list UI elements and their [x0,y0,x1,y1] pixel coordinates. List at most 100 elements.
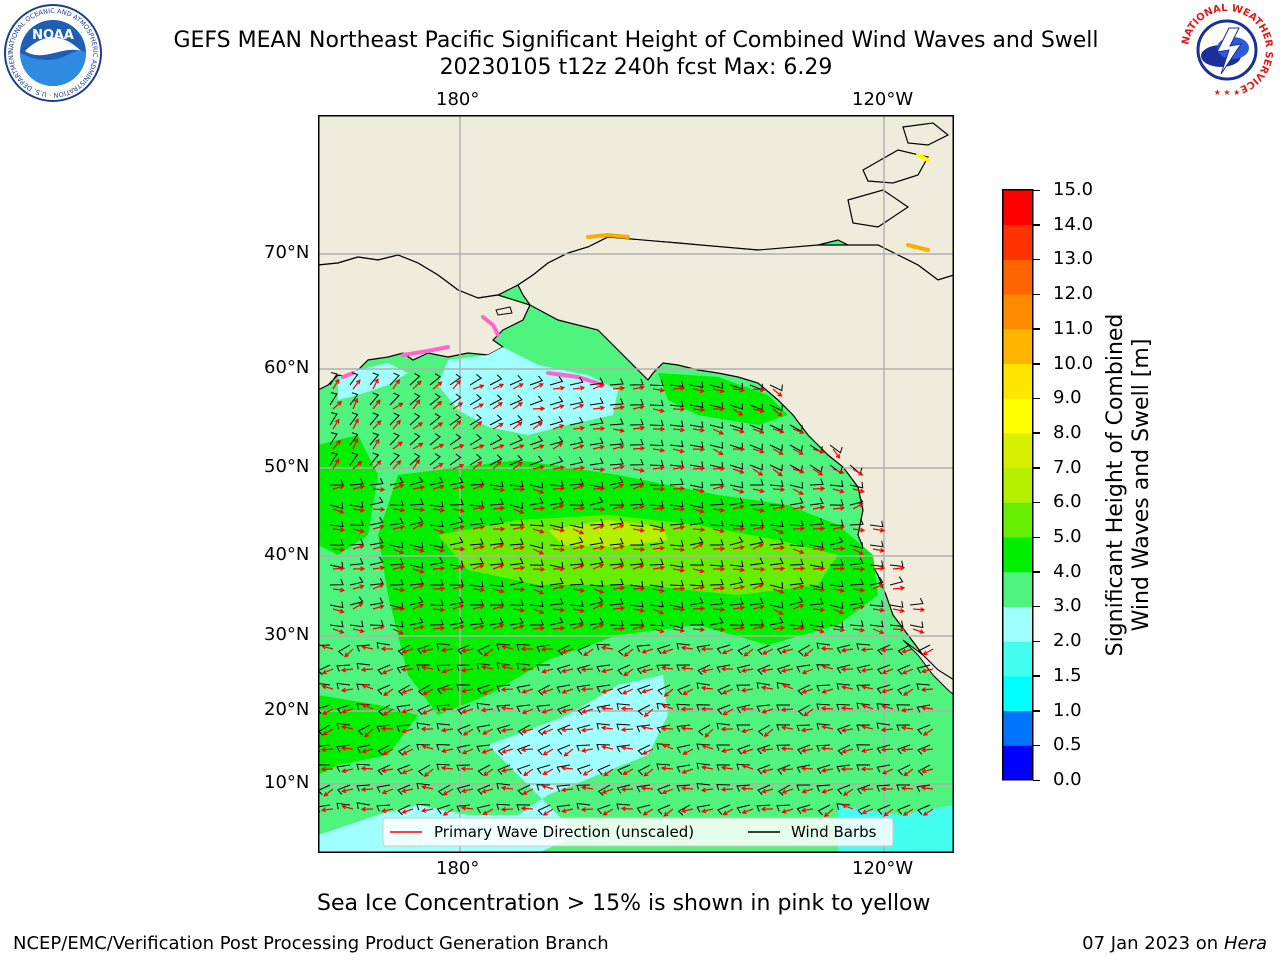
wave-direction-arrow [541,708,554,714]
wave-direction-arrow [572,608,586,613]
wave-direction-arrow [880,727,894,733]
wave-direction-arrow [642,808,654,816]
wave-direction-arrow [452,604,465,610]
wave-direction-arrow [722,708,734,716]
colorbar-tick-label: 8.0 [1053,421,1082,443]
wind-barb [377,704,391,716]
wind-barb [689,501,704,509]
wave-direction-arrow [752,525,766,531]
wave-direction-arrow [752,583,765,590]
wave-direction-arrow [332,508,345,514]
wind-barb [416,722,431,730]
wind-barb [809,497,824,506]
wind-barb [769,601,784,609]
wave-direction-arrow [561,648,574,654]
wave-direction-arrow [672,586,686,592]
wind-barb [749,498,764,506]
wave-direction-arrow [692,465,706,471]
wind-barb [589,617,604,626]
wind-barb [457,704,471,715]
wave-direction-arrow [452,463,465,470]
wave-direction-arrow [341,708,354,714]
colorbar-tick-label: 3.0 [1053,595,1082,617]
wave-direction-arrow [460,648,474,653]
wave-direction-arrow [500,687,514,692]
wave-direction-arrow [572,403,585,410]
wave-direction-arrow [360,667,374,673]
wind-barb [369,496,384,506]
wind-barb [769,480,784,487]
wind-barb [749,557,764,566]
wind-barb [649,379,664,387]
wave-direction-arrow [332,628,345,634]
lat-label-20n: 20°N [264,699,310,720]
wave-direction-arrow [700,706,713,712]
wind-barb [377,744,391,756]
colorbar-tick-mark [1033,640,1040,643]
wind-barb [917,764,931,776]
wave-direction-arrow [512,586,526,592]
wave-direction-arrow [580,727,594,733]
wind-barb [869,600,884,607]
wave-direction-arrow [672,547,686,553]
wave-direction-arrow [672,427,686,433]
wind-barb [849,542,864,549]
wave-direction-arrow [640,725,654,730]
wave-direction-arrow [712,507,726,513]
wind-barb [669,561,684,568]
wave-direction-arrow [552,385,566,391]
wave-direction-arrow [492,564,505,570]
wave-direction-arrow [592,426,606,431]
wave-direction-arrow [852,587,866,593]
wind-barb [529,559,544,566]
wind-barb [409,372,421,386]
wave-direction-arrow [672,486,686,492]
wave-direction-arrow [520,667,534,672]
wave-direction-arrow [660,765,674,771]
wave-direction-arrow [780,767,794,773]
wind-barb [469,580,484,588]
wave-direction-arrow [552,607,566,613]
wave-direction-arrow [401,728,414,734]
wind-barb [536,664,550,671]
wave-direction-arrow [592,506,606,512]
wave-direction-arrow [752,488,765,494]
wave-direction-arrow [732,504,745,510]
wind-barb [409,452,421,466]
wave-direction-arrow [880,747,894,753]
wind-barb [509,538,524,546]
wind-barb [836,764,851,773]
wind-barb [749,463,763,471]
wind-barb [349,620,364,628]
wave-direction-arrow [392,483,405,490]
wave-direction-arrow [560,787,574,793]
wave-direction-arrow [823,808,834,818]
wave-direction-arrow [692,508,705,514]
wave-direction-arrow [652,565,666,571]
wind-barb [769,617,784,626]
wave-direction-arrow [392,587,406,593]
wind-barb [429,599,444,606]
wave-direction-arrow [432,565,446,571]
wave-direction-arrow [472,444,485,450]
wave-direction-arrow [752,566,766,572]
wave-direction-arrow [452,546,466,552]
wind-barb [517,724,531,736]
wave-direction-arrow [632,504,645,510]
wind-barb [389,558,404,566]
wave-direction-arrow [780,725,794,731]
wave-direction-arrow [652,486,666,492]
wave-direction-arrow [632,586,646,592]
wind-barb [829,480,844,487]
wind-barb [849,496,864,506]
wind-barb [556,664,571,674]
wave-direction-arrow [352,544,365,550]
wind-barb [549,497,564,506]
wind-barb [649,558,664,566]
wave-direction-arrow [740,786,754,791]
wave-direction-arrow [582,768,594,776]
wind-barb [549,416,564,426]
wind-barb [649,581,664,588]
wave-direction-arrow [432,507,446,513]
wave-direction-arrow [712,585,726,591]
